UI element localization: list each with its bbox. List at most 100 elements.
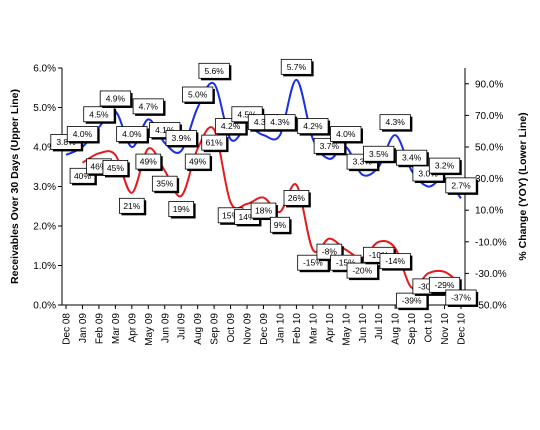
data-label-yoy-change: -15%	[336, 258, 356, 268]
right-axis-tick-label: 10.0%	[475, 206, 503, 217]
data-label-receivables: 4.2%	[221, 121, 241, 131]
x-axis-tick-label: Jul 10	[374, 313, 385, 340]
x-axis-tick-label: Jun 10	[358, 313, 369, 343]
x-axis-tick-label: Jul 09	[177, 313, 188, 340]
data-label-receivables: 3.7%	[320, 141, 340, 151]
data-label-yoy-change: -39%	[402, 296, 422, 306]
data-label-receivables: 4.0%	[336, 129, 356, 139]
data-label-receivables: 2.7%	[451, 180, 471, 190]
series-line-receivables	[65, 78, 462, 199]
x-axis-tick-label: Feb 10	[292, 313, 303, 345]
x-axis-tick-label: Aug 09	[193, 313, 204, 345]
data-label-receivables: 4.0%	[73, 129, 93, 139]
data-label-yoy-change-box	[201, 134, 227, 151]
x-axis-tick-label: Dec 10	[457, 313, 468, 345]
data-label-yoy-change-box	[184, 153, 211, 170]
left-axis-tick-label: 5.0%	[33, 103, 56, 114]
data-label-yoy-change-box	[269, 216, 290, 233]
data-label-yoy-change: -37%	[451, 292, 471, 302]
data-label-receivables-box	[116, 126, 148, 142]
data-label-receivables-box	[198, 62, 230, 79]
right-axis-tick-label: 90.0%	[475, 79, 503, 90]
data-label-yoy-change: -15%	[303, 258, 323, 268]
right-axis-tick-label: -50.0%	[475, 301, 507, 312]
x-axis-tick-label: May 10	[341, 313, 352, 346]
x-axis-tick-label: Dec 08	[62, 313, 73, 345]
data-label-yoy-change-box	[283, 190, 310, 206]
right-axis-tick-label: -10.0%	[475, 237, 507, 248]
data-label-receivables-box	[445, 177, 477, 194]
data-label-receivables-box	[99, 90, 131, 107]
data-label-yoy-change: 49%	[189, 157, 206, 167]
x-axis-tick-label: Nov 09	[243, 313, 254, 345]
x-axis-tick-label: Nov 10	[440, 313, 451, 345]
data-label-yoy-change-box	[379, 253, 411, 270]
data-label-receivables: 4.5%	[89, 109, 109, 119]
data-label-receivables: 4.1%	[155, 125, 175, 135]
right-axis-tick-label: -30.0%	[475, 269, 507, 280]
x-axis-tick-label: Sep 10	[407, 313, 418, 345]
data-label-yoy-change: 45%	[107, 163, 124, 173]
data-label-receivables: 5.7%	[287, 62, 307, 72]
data-label-yoy-change: -29%	[435, 280, 455, 290]
x-axis-tick-label: Oct 10	[424, 313, 435, 343]
data-label-yoy-change: 18%	[255, 206, 272, 216]
data-label-receivables-box	[280, 58, 313, 75]
data-label-receivables: 3.5%	[369, 149, 389, 159]
data-label-receivables-box	[379, 114, 411, 131]
data-label-yoy-change: 26%	[288, 193, 305, 203]
left-axis-tick-label: 0.0%	[33, 301, 56, 312]
right-axis-tick-label: 30.0%	[475, 174, 503, 185]
x-axis-tick-label: Jan 09	[78, 313, 89, 343]
data-label-receivables: 5.6%	[204, 66, 224, 76]
data-label-yoy-change: -8%	[322, 247, 338, 257]
right-axis-tick-label: 50.0%	[475, 143, 503, 154]
x-axis-tick-label: Aug 10	[391, 313, 402, 345]
data-label-receivables: 4.2%	[303, 121, 323, 131]
x-axis-tick-label: Mar 09	[111, 313, 122, 345]
left-axis-tick-label: 6.0%	[33, 64, 56, 75]
data-label-receivables: 4.5%	[237, 109, 257, 119]
data-label-receivables-box	[396, 149, 428, 166]
data-label-yoy-change: 14%	[239, 212, 256, 222]
data-label-receivables-box	[182, 86, 214, 103]
data-label-receivables: 3.8%	[56, 137, 76, 147]
x-axis-tick-label: Dec 09	[259, 313, 270, 345]
data-label-yoy-change-box	[168, 201, 195, 217]
data-label-receivables-box	[330, 126, 362, 142]
data-label-receivables: 3.9%	[172, 133, 192, 143]
data-label-receivables-box	[165, 130, 197, 146]
left-axis-tick-label: 4.0%	[33, 143, 56, 154]
data-label-receivables: 3.2%	[435, 161, 455, 171]
data-label-yoy-change-box	[428, 276, 461, 293]
data-label-receivables-box	[83, 106, 115, 123]
data-label-yoy-change: 19%	[173, 204, 190, 214]
left-axis-title: Receivables Over 30 Days (Upper Line)	[9, 89, 21, 284]
data-label-receivables: 4.7%	[139, 101, 159, 111]
data-label-yoy-change-box	[346, 262, 378, 279]
data-label-yoy-change-box	[119, 197, 145, 214]
x-axis-tick-label: Oct 09	[226, 313, 237, 343]
data-label-yoy-change: 61%	[206, 138, 223, 148]
data-label-yoy-change: 9%	[274, 220, 287, 230]
data-label-receivables: 3.4%	[402, 153, 422, 163]
data-label-yoy-change-box	[151, 175, 178, 192]
data-label-receivables-box	[428, 157, 461, 174]
data-label-yoy-change-box	[445, 289, 477, 306]
data-label-receivables: 4.9%	[106, 93, 126, 103]
data-label-yoy-change-box	[135, 153, 162, 170]
data-label-yoy-change: 46%	[90, 161, 107, 171]
x-axis-tick-label: Mar 10	[308, 313, 319, 345]
data-label-receivables: 5.0%	[188, 90, 208, 100]
right-axis-title: % Change (YOY) (Lower Line)	[517, 112, 529, 260]
data-label-receivables-box	[66, 126, 99, 142]
right-axis-tick-label: 70.0%	[475, 111, 503, 122]
data-label-yoy-change: 49%	[140, 157, 157, 167]
data-label-receivables: 4.0%	[122, 129, 142, 139]
left-axis-tick-label: 1.0%	[33, 261, 56, 272]
data-label-receivables: 4.3%	[385, 117, 405, 127]
left-axis-tick-label: 2.0%	[33, 222, 56, 233]
data-label-yoy-change: -14%	[385, 256, 405, 266]
